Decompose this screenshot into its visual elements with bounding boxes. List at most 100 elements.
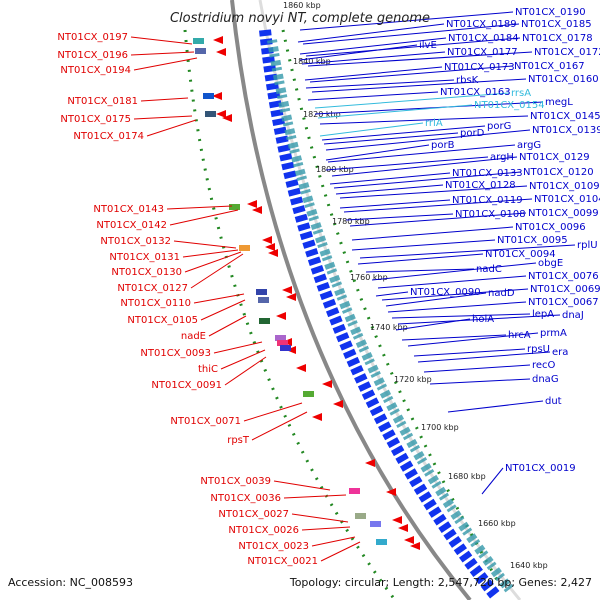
gene-label-forward: NT01CX_0067 (528, 297, 599, 308)
right-label-line (391, 313, 531, 319)
right-label-line (311, 78, 527, 93)
right-label-line (381, 288, 529, 301)
right-label-line (305, 37, 521, 57)
gene-label-forward: NT01CX_0096 (515, 222, 586, 233)
right-label-line (417, 351, 551, 363)
cog-block (239, 245, 250, 251)
right-label-line (385, 292, 487, 307)
gene-label-forward: rbsK (456, 75, 479, 86)
right-label-line (371, 262, 537, 281)
gene-label-forward: holA (472, 314, 494, 325)
reverse-feature-arrow (268, 249, 278, 257)
right-label-line (401, 334, 507, 341)
cog-block (256, 289, 267, 295)
left-label-line (320, 541, 361, 562)
gene-label-forward: NT01CX_0167 (514, 61, 585, 72)
gene-label-reverse: NT01CX_0131 (109, 252, 180, 263)
right-label-lines (297, 11, 576, 495)
gene-label-forward: NT01CX_0189 (446, 19, 517, 30)
gene-label-reverse: NT01CX_0194 (60, 65, 131, 76)
reverse-feature-arrow (333, 400, 343, 408)
gc-track-left (183, 29, 397, 600)
kbp-label: 1720 kbp (394, 375, 432, 384)
right-label-line (299, 11, 514, 31)
gene-label-forward: NT01CX_0120 (523, 167, 594, 178)
gene-label-reverse: NT01CX_0174 (73, 131, 144, 142)
right-label-line (407, 332, 539, 347)
gene-label-forward: ilvE (419, 40, 437, 51)
gene-label-reverse: NT01CX_0132 (100, 236, 171, 247)
right-label-line (319, 122, 424, 137)
left-label-line (133, 57, 198, 71)
cog-block (275, 335, 286, 341)
left-label-line (301, 526, 351, 531)
gene-label-reverse: NT01CX_0091 (151, 380, 222, 391)
reverse-feature-arrow (282, 286, 292, 294)
gene-label-forward: dnaJ (562, 310, 584, 321)
left-label-line (169, 209, 239, 226)
right-label-line (297, 23, 445, 43)
right-label-line (359, 244, 576, 259)
right-label-line (304, 66, 443, 81)
gene-label-reverse: NT01CX_0110 (120, 298, 191, 309)
gene-label-forward: porB (431, 140, 455, 151)
reverse-feature-arrow (410, 542, 420, 550)
right-label-line (395, 318, 471, 331)
right-label-line (423, 364, 531, 373)
gene-label-forward: megL (545, 97, 573, 108)
kbp-label: 1680 kbp (448, 472, 486, 481)
gene-label-forward: prmA (540, 328, 567, 339)
gene-label-forward: NT01CX_0069 (530, 284, 600, 295)
reverse-feature-arrow (296, 364, 306, 372)
gene-label-reverse: NT01CX_0197 (57, 32, 128, 43)
gene-label-forward: nadC (476, 264, 502, 275)
gene-label-forward: NT01CX_0154 (474, 100, 545, 111)
cog-block (303, 391, 314, 397)
genome-backbone (230, 0, 472, 600)
gene-label-forward: argG (517, 140, 541, 151)
reverse-feature-arrow (222, 114, 232, 122)
left-labels: NT01CX_0197 NT01CX_0196 NT01CX_0194 NT01CX_… (57, 32, 318, 567)
gene-label-forward: NT01CX_0090 (410, 287, 481, 298)
gene-label-reverse: NT01CX_0130 (111, 267, 182, 278)
gene-label-forward: NT01CX_0184 (448, 33, 519, 44)
left-label-line (213, 341, 263, 354)
kbp-label: 1660 kbp (478, 519, 516, 528)
right-label-line (333, 171, 522, 189)
cog-block (258, 297, 269, 303)
gene-label-reverse: NT01CX_0071 (170, 416, 241, 427)
kbp-label: 1760 kbp (350, 273, 388, 282)
gene-label-forward: NT01CX_0145 (530, 111, 600, 122)
reverse-feature-arrow (265, 243, 275, 251)
cog-block (205, 111, 216, 117)
gene-label-forward: NT01CX_0163 (440, 87, 511, 98)
gene-label-reverse: NT01CX_0026 (228, 525, 299, 536)
map-title: Clostridium novyi NT, complete genome (170, 11, 430, 26)
gene-label-forward: NT01CX_0104 (534, 194, 600, 205)
gene-label-forward: rpsU (527, 344, 550, 355)
gene-label-reverse: NT01CX_0127 (117, 283, 188, 294)
reverse-feature-arrow (386, 488, 396, 496)
right-label-line (365, 268, 475, 273)
gene-label-reverse: NT01CX_0039 (200, 476, 271, 487)
gene-label-forward: porD (460, 128, 485, 139)
gene-label-forward: recO (532, 360, 556, 371)
right-label-line (325, 144, 430, 161)
right-label-line (299, 37, 447, 55)
gene-label-forward: rrlA (425, 118, 443, 129)
left-label-line (200, 299, 246, 321)
right-label-line (339, 199, 451, 209)
gene-label-forward: lepA (532, 309, 554, 320)
left-label-line (243, 402, 303, 422)
kbp-label: 1820 kbp (303, 110, 341, 119)
gene-label-forward: NT01CX_0095 (497, 235, 568, 246)
left-label-line (184, 251, 242, 273)
cog-block (349, 488, 360, 494)
right-label-line (357, 253, 484, 265)
gene-label-forward: NT01CX_0128 (445, 180, 516, 191)
gene-label-forward: NT01CX_0076 (528, 271, 599, 282)
gene-label-forward: nadD (488, 288, 515, 299)
gene-label-forward: NT01CX_0133 (452, 168, 523, 179)
reverse-feature-arrow (213, 36, 223, 44)
